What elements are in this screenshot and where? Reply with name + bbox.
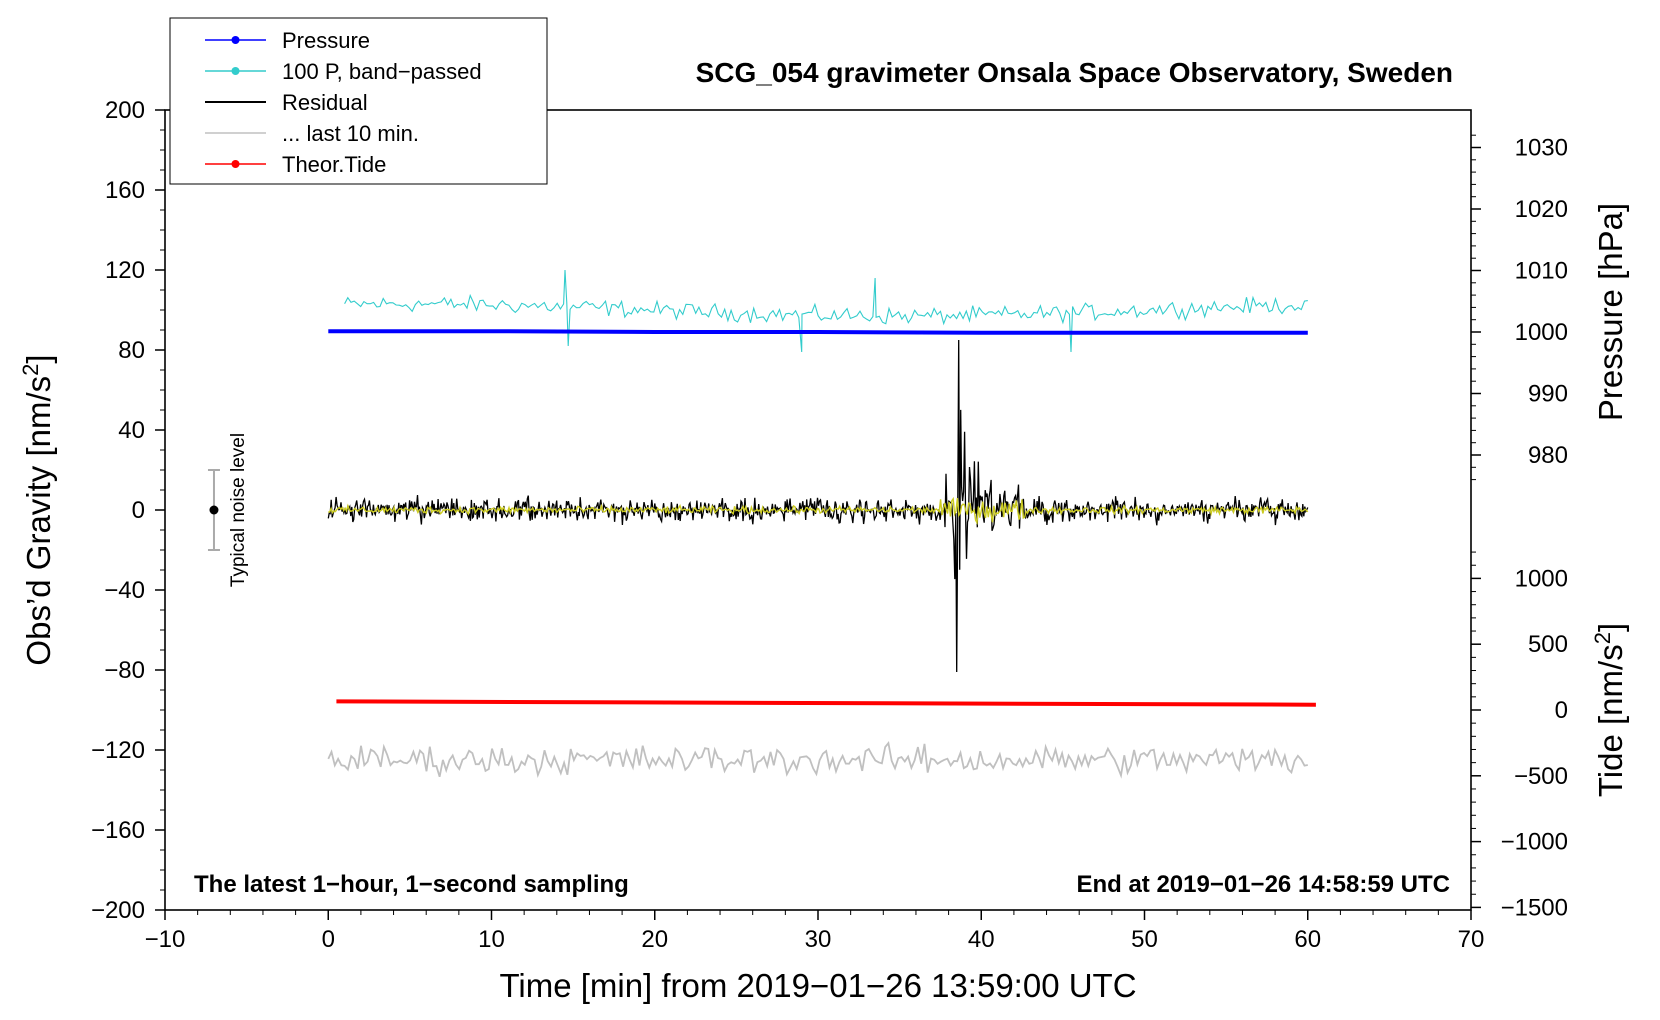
x-tick-label: −10 bbox=[145, 926, 186, 953]
y-tick-label: −80 bbox=[104, 657, 145, 684]
end-time-annotation: End at 2019−01−26 14:58:59 UTC bbox=[1076, 871, 1450, 898]
tide-axis-ticks: 1000 500 0 −500 −1000 −1500 bbox=[1471, 551, 1568, 921]
band-passed-pressure-series bbox=[344, 269, 1308, 353]
y-axis-ticks: 200 160 120 80 40 0 −40 −80 −120 −160 −200 bbox=[91, 97, 165, 924]
x-tick-label: 60 bbox=[1294, 926, 1321, 953]
pressure-tick-label: 1020 bbox=[1515, 196, 1568, 223]
pressure-tick-label: 1030 bbox=[1515, 135, 1568, 162]
tide-tick-label: 0 bbox=[1555, 697, 1568, 724]
x-axis-title: Time [min] from 2019−01−26 13:59:00 UTC bbox=[499, 967, 1136, 1004]
legend-marker-pressure bbox=[231, 36, 240, 44]
chart-title: SCG_054 gravimeter Onsala Space Observat… bbox=[696, 57, 1453, 88]
pressure-tick-label: 1000 bbox=[1515, 319, 1568, 346]
legend-label-band_passed: 100 P, band−passed bbox=[282, 59, 482, 84]
tide-tick-label: 1000 bbox=[1515, 565, 1568, 592]
y-tick-label: −40 bbox=[104, 577, 145, 604]
y-tick-label: 0 bbox=[132, 497, 145, 524]
x-axis-ticks: −10 0 10 20 30 40 50 60 70 bbox=[145, 910, 1485, 953]
x-tick-label: 0 bbox=[322, 926, 335, 953]
y-tick-label: −120 bbox=[91, 737, 145, 764]
legend-label-pressure: Pressure bbox=[282, 28, 370, 53]
y-tick-label: 200 bbox=[105, 97, 145, 124]
filtered-residual-series bbox=[328, 496, 1309, 526]
last-10-min-series bbox=[327, 741, 1308, 779]
y-tick-label: −200 bbox=[91, 897, 145, 924]
residual-series bbox=[327, 339, 1309, 673]
tide-tick-label: −1500 bbox=[1501, 894, 1568, 921]
x-tick-label: 40 bbox=[968, 926, 995, 953]
y-axis-title-pressure: Pressure [hPa] bbox=[1592, 203, 1629, 421]
x-tick-label: 10 bbox=[478, 926, 505, 953]
noise-level-dot bbox=[209, 505, 219, 515]
noise-level-indicator: Typical noise level bbox=[207, 433, 249, 587]
legend: Pressure 100 P, band−passed Residual ... la… bbox=[169, 17, 548, 185]
legend-label-tide: Theor.Tide bbox=[282, 152, 386, 177]
legend-marker-band_passed bbox=[231, 67, 240, 75]
y-tick-label: 40 bbox=[118, 417, 145, 444]
tide-tick-label: −500 bbox=[1514, 763, 1568, 790]
x-tick-label: 50 bbox=[1131, 926, 1158, 953]
x-tick-label: 20 bbox=[641, 926, 668, 953]
legend-label-last10: ... last 10 min. bbox=[282, 121, 419, 146]
x-tick-label: 30 bbox=[805, 926, 832, 953]
legend-marker-tide bbox=[231, 160, 240, 168]
pressure-tick-label: 980 bbox=[1528, 442, 1568, 469]
y-tick-label: 80 bbox=[118, 337, 145, 364]
y-axis-title-tide: Tide [nm/s2] bbox=[1590, 623, 1629, 797]
x-tick-label: 70 bbox=[1458, 926, 1485, 953]
pressure-tick-label: 990 bbox=[1528, 381, 1568, 408]
theor-tide-series bbox=[336, 699, 1316, 707]
legend-label-residual: Residual bbox=[282, 90, 368, 115]
y-tick-label: 120 bbox=[105, 257, 145, 284]
sampling-annotation: The latest 1−hour, 1−second sampling bbox=[194, 871, 629, 898]
pressure-tick-label: 1010 bbox=[1515, 258, 1568, 285]
y-tick-label: −160 bbox=[91, 817, 145, 844]
pressure-axis-ticks: 1030 1020 1010 1000 990 980 bbox=[1471, 135, 1568, 481]
pressure-series bbox=[328, 329, 1308, 335]
y-tick-label: 160 bbox=[105, 177, 145, 204]
tide-tick-label: 500 bbox=[1528, 631, 1568, 658]
tide-tick-label: −1000 bbox=[1501, 829, 1568, 856]
noise-level-label: Typical noise level bbox=[228, 433, 249, 587]
y-axis-title-left: Obs’d Gravity [nm/s2] bbox=[18, 354, 57, 665]
